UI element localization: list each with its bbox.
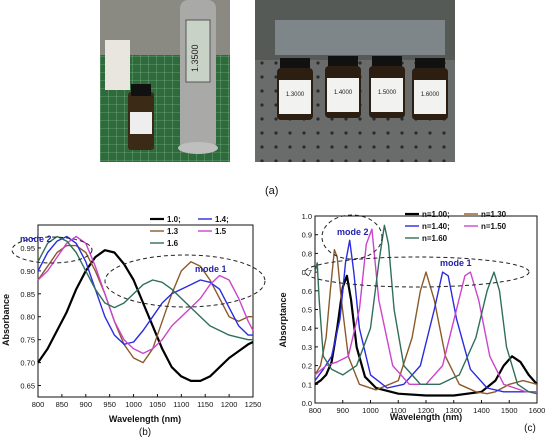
vial-4-label: 1.6000 [421, 92, 440, 98]
panel-label-b: (b) [139, 427, 151, 438]
chart-c: 800 900 1000 1100 1200 1300 1400 1500 1600 0.0 0.1… [278, 210, 546, 434]
series-line-5 [37, 235, 253, 341]
chart-c-ylabel: Absorptance [278, 292, 288, 347]
x-tick-label: 1250 [245, 400, 262, 409]
y-tick-label: 0.3 [302, 343, 312, 352]
y-tick-label: 0.65 [20, 382, 35, 391]
legend-label: n=1.00; [422, 210, 450, 219]
vial-3: 1.5000 [369, 56, 405, 118]
vial-1-label: 1.3000 [286, 92, 305, 98]
y-tick-label: 0.80 [20, 313, 35, 322]
x-tick-label: 1500 [501, 406, 518, 415]
chart-b-ylabel: Absorbance [1, 294, 11, 346]
chart-b-annotation-mode2: mode 2 [20, 234, 52, 244]
legend-label: n=1.50 [481, 222, 507, 231]
legend-label: n=1.30 [481, 210, 507, 219]
legend-label: 1.4; [215, 215, 229, 224]
chart-b-mode1-ellipse [104, 254, 266, 308]
y-tick-label: 0.0 [302, 399, 312, 408]
x-tick-label: 800 [309, 406, 322, 415]
vial-1: 1.3000 [277, 58, 313, 120]
legend-label: n=1.60 [422, 234, 448, 243]
x-tick-label: 950 [103, 400, 116, 409]
x-tick-label: 1100 [390, 406, 406, 415]
series-line-1 [314, 274, 538, 397]
legend-label: n=1.40; [422, 222, 450, 231]
y-tick-label: 0.2 [302, 362, 312, 371]
series-line-4 [37, 235, 254, 355]
panel-label-c: (c) [524, 423, 536, 434]
chart-b-series [37, 235, 254, 382]
chart-c-axes: 800 900 1000 1100 1200 1300 1400 1500 1600 0.0 0.1… [302, 212, 546, 415]
x-tick-label: 1300 [445, 406, 462, 415]
x-tick-label: 1100 [173, 400, 189, 409]
y-tick-label: 0.85 [20, 290, 35, 299]
chart-c-mode1-ellipse [304, 256, 530, 288]
x-tick-label: 1600 [529, 406, 546, 415]
photo-refractometer: 1.3500 [100, 0, 230, 162]
legend-label: 1.0; [167, 215, 181, 224]
chart-c-annotation-mode2: mode 2 [337, 227, 369, 237]
legend-label: 1.5 [215, 227, 227, 236]
x-tick-label: 1200 [221, 400, 238, 409]
chart-b-annotation-mode1: mode 1 [195, 264, 227, 274]
series-line-2 [37, 244, 253, 364]
x-tick-label: 1000 [362, 406, 379, 415]
x-tick-label: 900 [336, 406, 349, 415]
photo-vials: 1.3000 1.4000 1.5000 1.6000 [255, 0, 455, 162]
y-tick-label: 0.75 [20, 336, 35, 345]
chart-b-axes: 800 850 900 950 1000 1050 1100 1150 1200 1250 0.65… [20, 224, 262, 409]
y-tick-label: 0.90 [20, 267, 35, 276]
y-tick-label: 0.4 [302, 324, 312, 333]
y-tick-label: 0.5 [302, 306, 312, 315]
x-tick-label: 1200 [418, 406, 435, 415]
chart-c-series [314, 224, 538, 397]
x-tick-label: 1050 [149, 400, 166, 409]
series-line-5 [314, 224, 538, 395]
chart-b-legend: 1.0; 1.3 1.4; 1.5 1.6 [150, 215, 229, 248]
panel-label-a: (a) [265, 185, 279, 197]
y-tick-label: 0.8 [302, 249, 312, 258]
chart-c-annotation-mode1: mode 1 [440, 258, 472, 268]
vial-2-label: 1.4000 [334, 90, 353, 96]
photo-refractometer-drawing: 1.3500 [100, 0, 230, 162]
vial-3-label: 1.5000 [378, 90, 397, 96]
y-tick-label: 0.7 [302, 268, 312, 277]
vial-2: 1.4000 [325, 56, 361, 118]
x-tick-label: 900 [80, 400, 93, 409]
series-line-3 [314, 239, 537, 393]
x-tick-label: 1400 [473, 406, 490, 415]
y-tick-label: 0.9 [302, 231, 312, 240]
series-line-2 [314, 249, 538, 395]
legend-label: 1.3 [167, 227, 179, 236]
chart-b-mode2-ellipse [11, 236, 93, 264]
chart-c-xlabel: Wavelength (nm) [390, 412, 462, 422]
y-tick-label: 0.1 [302, 380, 312, 389]
y-tick-label: 0.70 [20, 359, 35, 368]
y-tick-label: 1.0 [302, 212, 312, 221]
x-tick-label: 800 [32, 400, 45, 409]
x-tick-label: 1150 [197, 400, 213, 409]
meter-reading: 1.3500 [190, 44, 200, 72]
vial-4: 1.6000 [412, 58, 448, 120]
photo-vials-drawing: 1.3000 1.4000 1.5000 1.6000 [255, 0, 455, 162]
chart-c-legend: n=1.00; n=1.30 n=1.40; n=1.50 n=1.60 [405, 210, 507, 243]
chart-b-xlabel: Wavelength (nm) [109, 414, 181, 424]
series-line-1 [37, 249, 254, 382]
y-tick-label: 0.6 [302, 287, 312, 296]
x-tick-label: 850 [56, 400, 69, 409]
chart-b: 800 850 900 950 1000 1050 1100 1150 1200 1250 0.65… [1, 215, 266, 438]
x-tick-label: 1000 [125, 400, 142, 409]
chart-c-mode2-ellipse [321, 214, 383, 260]
y-tick-label: 0.95 [20, 244, 35, 253]
plot-frame [37, 224, 254, 398]
series-line-3 [37, 235, 253, 346]
legend-label: 1.6 [167, 239, 179, 248]
